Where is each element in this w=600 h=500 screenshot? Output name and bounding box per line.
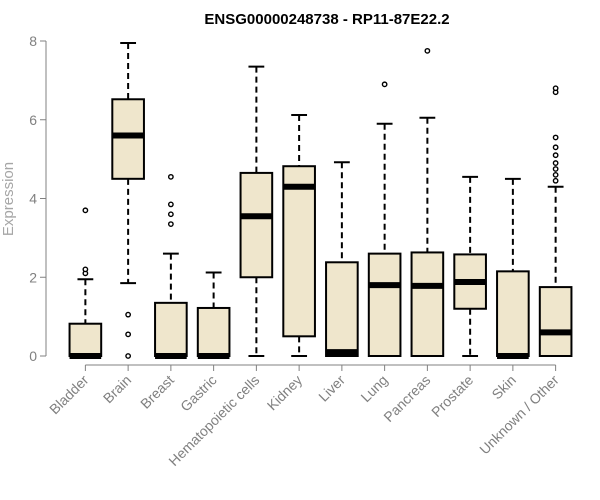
x-tick-label: Pancreas xyxy=(380,372,433,425)
y-tick-label: 6 xyxy=(29,112,37,128)
x-tick-label: Lung xyxy=(357,372,390,405)
outlier-point xyxy=(552,134,559,141)
y-tick-label: 4 xyxy=(29,191,37,207)
box-brain xyxy=(111,41,145,359)
y-tick-label: 8 xyxy=(29,33,37,49)
outlier-point xyxy=(552,144,559,151)
outlier-point xyxy=(82,207,89,214)
outlier-point xyxy=(125,311,132,318)
x-tick-label: Prostate xyxy=(428,372,476,420)
box-body xyxy=(325,261,359,358)
box-body xyxy=(496,270,530,357)
box-body xyxy=(538,286,573,357)
box-bladder xyxy=(68,207,103,359)
x-tick-label: Brain xyxy=(100,372,134,406)
y-tick-label: 0 xyxy=(29,348,37,364)
outlier-point xyxy=(167,173,174,180)
outlier-point xyxy=(552,171,559,178)
box-lung xyxy=(367,81,402,357)
outlier-point xyxy=(82,266,89,273)
box-body xyxy=(154,301,188,357)
outlier-point xyxy=(381,81,388,88)
x-tick-label: Bladder xyxy=(46,372,92,418)
box-skin xyxy=(496,177,530,359)
box-body xyxy=(111,98,145,180)
y-tick-label: 2 xyxy=(29,269,37,285)
y-axis: 0 2 4 6 8 xyxy=(29,33,47,364)
box-gastric xyxy=(196,271,231,359)
box-breast xyxy=(154,173,188,359)
outlier-point xyxy=(552,152,559,159)
box-hematopoietic-cells xyxy=(239,65,274,357)
outlier-point xyxy=(125,331,132,338)
box-prostate xyxy=(453,175,487,357)
box-body xyxy=(239,171,274,279)
outlier-point xyxy=(552,166,559,172)
box-body xyxy=(68,322,103,357)
x-tick-label: Gastric xyxy=(177,372,220,415)
box-body xyxy=(196,306,231,357)
outlier-point xyxy=(552,160,559,166)
box-body xyxy=(410,251,445,358)
outlier-point xyxy=(552,177,559,184)
outlier-point xyxy=(167,211,174,218)
box-body xyxy=(282,165,316,338)
y-axis-label: Expression xyxy=(0,162,17,236)
box-series xyxy=(68,41,573,359)
box-liver xyxy=(325,161,359,358)
outlier-point xyxy=(552,85,559,92)
outlier-point xyxy=(167,221,174,227)
x-tick-label: Liver xyxy=(315,372,348,405)
x-tick-label: Kidney xyxy=(264,372,306,414)
box-kidney xyxy=(282,114,316,357)
box-unknown-other xyxy=(538,85,573,357)
outlier-point xyxy=(167,201,174,208)
x-tick-label: Breast xyxy=(137,372,177,412)
box-body xyxy=(367,252,402,357)
outlier-point xyxy=(424,47,431,54)
box-pancreas xyxy=(410,47,445,358)
x-tick-label: Skin xyxy=(488,372,519,403)
outlier-point xyxy=(125,353,132,359)
chart-title: ENSG00000248738 - RP11-87E22.2 xyxy=(204,11,449,28)
x-tick-label: Unknown / Other xyxy=(476,372,562,458)
